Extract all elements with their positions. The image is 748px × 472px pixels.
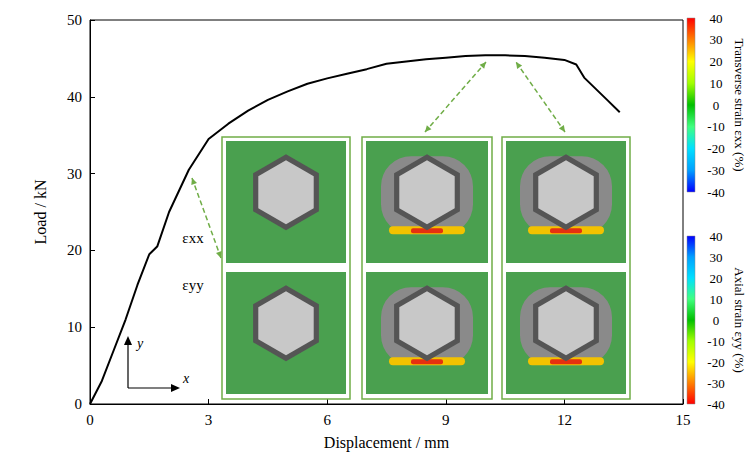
svg-text:40: 40 (710, 229, 723, 244)
svg-text:Axial strain εyy (%): Axial strain εyy (%) (732, 267, 747, 372)
svg-text:12: 12 (557, 412, 572, 428)
svg-text:10: 10 (67, 319, 82, 335)
svg-text:0: 0 (713, 98, 720, 113)
svg-text:20: 20 (710, 54, 723, 69)
svg-text:30: 30 (710, 32, 723, 47)
svg-text:50: 50 (67, 12, 82, 28)
svg-text:-40: -40 (707, 185, 724, 200)
svg-text:10: 10 (710, 76, 723, 91)
svg-text:3: 3 (205, 412, 213, 428)
svg-text:-10: -10 (707, 334, 724, 349)
svg-text:-30: -30 (707, 376, 724, 391)
svg-text:εyy: εyy (182, 277, 204, 293)
svg-text:x: x (182, 371, 190, 386)
svg-text:10: 10 (710, 292, 723, 307)
svg-text:0: 0 (75, 396, 83, 412)
svg-text:-40: -40 (707, 397, 724, 412)
svg-text:Displacement / mm: Displacement / mm (324, 434, 450, 452)
svg-text:20: 20 (67, 242, 82, 258)
svg-text:30: 30 (67, 166, 82, 182)
svg-text:εxx: εxx (182, 230, 204, 246)
svg-text:6: 6 (323, 412, 331, 428)
svg-text:0: 0 (713, 313, 720, 328)
svg-text:-20: -20 (707, 355, 724, 370)
svg-text:y: y (135, 336, 144, 351)
svg-text:40: 40 (67, 89, 82, 105)
svg-text:15: 15 (676, 412, 691, 428)
svg-text:-20: -20 (707, 141, 724, 156)
svg-text:30: 30 (710, 250, 723, 265)
svg-text:-10: -10 (707, 119, 724, 134)
svg-text:Transverse strain εxx (%): Transverse strain εxx (%) (732, 38, 747, 171)
svg-text:20: 20 (710, 271, 723, 286)
svg-text:Load / kN: Load / kN (32, 179, 49, 244)
svg-text:40: 40 (710, 11, 723, 26)
svg-text:0: 0 (86, 412, 94, 428)
svg-text:9: 9 (442, 412, 450, 428)
svg-text:-30: -30 (707, 163, 724, 178)
